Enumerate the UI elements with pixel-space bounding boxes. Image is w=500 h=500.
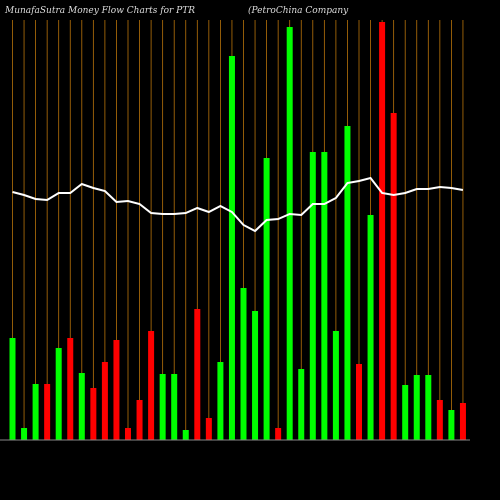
bar [217,362,224,440]
price-line [12,176,464,233]
bar [275,428,282,440]
bar [55,348,62,440]
bar [78,373,85,440]
bar [263,158,270,440]
bar [448,410,455,440]
chart-title: MunafaSutra Money Flow Charts for PTR [4,6,195,16]
bar [136,400,143,440]
bar [182,430,189,440]
bar [413,375,420,440]
bar [379,22,386,440]
bar [436,400,443,440]
bar [205,418,212,440]
bar [113,340,120,440]
bar [32,384,39,440]
bar [286,27,293,440]
bar [356,364,362,440]
bar [332,331,339,440]
bar [228,56,235,440]
bars [9,22,466,440]
bar [390,113,397,440]
chart-subtitle: (PetroChina Company [248,5,349,16]
bar [21,428,28,440]
bar [240,288,247,440]
bar [171,374,178,440]
bar [252,311,259,440]
bar [44,384,51,440]
bar [9,338,16,440]
bar [298,369,305,440]
bar [148,331,155,440]
bar [90,388,97,440]
bar [309,152,316,440]
bar [344,126,351,440]
bar [101,362,108,440]
bar [402,385,409,440]
bar [194,309,201,440]
bar [425,375,432,440]
bar [321,152,328,440]
bar [159,374,166,440]
bar [367,215,374,440]
bar [459,403,466,440]
bar [125,428,131,440]
bar [67,338,74,440]
